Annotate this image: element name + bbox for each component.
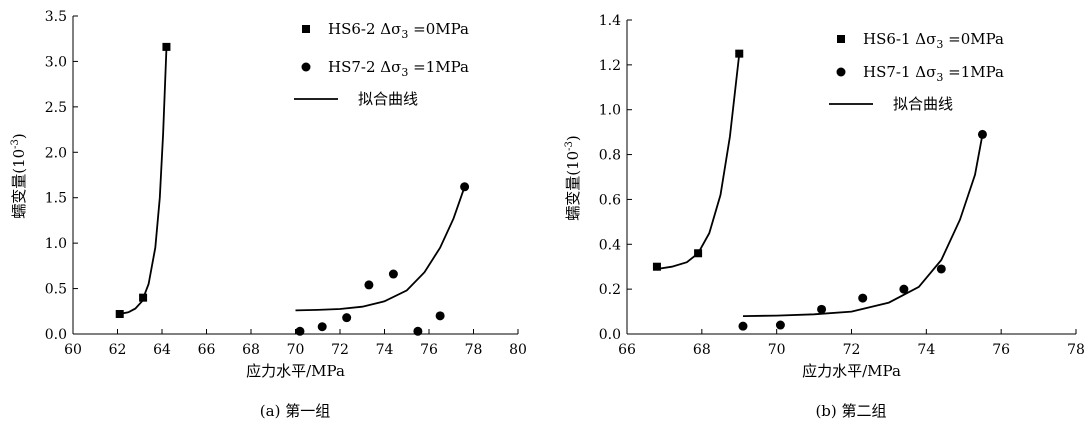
y-tick-label: 1.0 — [45, 236, 67, 252]
y-tick-label: 0.2 — [599, 282, 621, 298]
y-tick-label: 1.0 — [599, 103, 621, 119]
data-point-hs7-2 — [388, 269, 398, 279]
x-tick-label: 64 — [153, 342, 171, 358]
x-tick-label: 68 — [242, 342, 260, 358]
y-tick-label: 0.8 — [599, 148, 621, 164]
legend-value: =0MPa — [943, 30, 1004, 48]
x-tick-label: 68 — [693, 342, 711, 358]
y-axis-label: 蠕变量(10-3) — [10, 133, 28, 219]
legend-name: HS6-2 Δσ — [328, 20, 401, 38]
data-point-hs6-1 — [735, 49, 744, 58]
y-tick-label: 2.5 — [45, 100, 67, 116]
y-axis-label-main: 蠕变量(10 — [10, 149, 28, 219]
x-tick-label: 72 — [331, 342, 349, 358]
legend-subscript: 3 — [401, 28, 408, 41]
data-point-hs7-2 — [295, 326, 305, 336]
legend-name: HS7-2 Δσ — [328, 58, 401, 76]
y-tick-label: 2.0 — [45, 145, 67, 161]
x-tick-label: 74 — [917, 342, 935, 358]
x-tick-label: 78 — [1067, 342, 1085, 358]
legend-subscript: 3 — [936, 71, 943, 84]
legend-subscript: 3 — [936, 38, 943, 51]
y-tick-label: 0.0 — [45, 327, 67, 343]
y-tick-label: 0.4 — [599, 237, 621, 253]
data-point-hs6-2 — [139, 293, 148, 302]
data-point-hs7-2 — [413, 326, 423, 336]
chart-b: 66 68 70 72 74 76 78 0.0 0.2 0.4 0.6 0.8 1.0 1.2 1.4 应力… — [564, 13, 1085, 420]
y-axis-label-main: 蠕变量(10 — [564, 151, 582, 221]
data-point-hs6-2 — [115, 310, 124, 319]
data-point-hs7-1 — [977, 129, 987, 139]
legend-marker-circle — [301, 62, 311, 72]
fit-curve-hs6-1 — [656, 53, 741, 270]
legend-label-hs6-2: HS6-2 Δσ3 =0MPa — [328, 20, 469, 41]
x-axis-label: 应力水平/MPa — [802, 362, 901, 380]
data-point-hs7-1 — [817, 304, 827, 314]
y-tick-label: 3.5 — [45, 9, 67, 25]
data-point-hs7-2 — [435, 311, 445, 321]
x-tick-label: 74 — [376, 342, 394, 358]
fit-curve-hs7-1 — [742, 134, 984, 317]
legend-label-hs6-1: HS6-1 Δσ3 =0MPa — [863, 30, 1004, 51]
x-tick-label: 66 — [198, 342, 216, 358]
data-point-hs7-1 — [738, 321, 748, 331]
legend-value: =1MPa — [408, 58, 469, 76]
chart-a: 60 62 64 66 68 70 72 74 76 78 80 0.0 0.5 1.0 1.5 2.0 2.5… — [10, 9, 527, 420]
chart-caption: (a) 第一组 — [260, 402, 330, 420]
x-tick-label: 80 — [509, 342, 527, 358]
x-tick-label: 76 — [420, 342, 438, 358]
y-tick-label: 0.5 — [45, 282, 67, 298]
data-point-hs6-2 — [162, 42, 171, 51]
x-tick-label: 78 — [465, 342, 483, 358]
x-tick-label: 62 — [109, 342, 127, 358]
data-point-hs7-1 — [936, 264, 946, 274]
y-axis-label: 蠕变量(10-3) — [564, 135, 582, 221]
legend-fit-label: 拟合曲线 — [893, 95, 953, 113]
y-tick-label: 1.4 — [599, 13, 621, 29]
legend-name: HS7-1 Δσ — [863, 63, 936, 81]
data-point-hs7-2 — [460, 182, 470, 192]
y-axis-label-close: ) — [564, 135, 582, 141]
y-axis-label-close: ) — [10, 133, 28, 139]
legend-subscript: 3 — [401, 66, 408, 79]
chart-caption: (b) 第二组 — [815, 402, 886, 420]
legend-marker-circle — [836, 67, 846, 77]
x-tick-label: 66 — [618, 342, 636, 358]
data-point-hs7-2 — [342, 313, 352, 323]
data-point-hs6-1 — [694, 249, 703, 258]
y-tick-label: 1.2 — [599, 58, 621, 74]
data-point-hs7-1 — [775, 320, 785, 330]
y-tick-label: 0.6 — [599, 192, 621, 208]
x-tick-label: 60 — [64, 342, 82, 358]
legend-fit-label: 拟合曲线 — [358, 90, 418, 108]
y-axis-label-sup: -3 — [10, 139, 21, 149]
y-tick-label: 3.0 — [45, 54, 67, 70]
legend-label-hs7-2: HS7-2 Δσ3 =1MPa — [328, 58, 469, 79]
fit-curve-hs7-2 — [295, 186, 466, 312]
x-tick-label: 70 — [768, 342, 786, 358]
y-axis-label-sup: -3 — [564, 141, 575, 151]
legend-name: HS6-1 Δσ — [863, 30, 936, 48]
legend-value: =0MPa — [408, 20, 469, 38]
data-point-hs7-1 — [858, 293, 868, 303]
y-tick-label: 0.0 — [599, 327, 621, 343]
legend-marker-square — [837, 35, 845, 43]
data-point-hs7-1 — [899, 284, 909, 294]
fit-curve-hs6-2 — [119, 46, 168, 315]
data-point-hs7-2 — [364, 280, 374, 290]
y-tick-label: 1.5 — [45, 191, 67, 207]
legend-marker-square — [302, 25, 310, 33]
x-tick-label: 70 — [287, 342, 305, 358]
data-point-hs7-2 — [317, 322, 327, 332]
legend-label-hs7-1: HS7-1 Δσ3 =1MPa — [863, 63, 1004, 84]
legend-value: =1MPa — [943, 63, 1004, 81]
data-point-hs6-1 — [652, 262, 661, 271]
x-axis-label: 应力水平/MPa — [246, 362, 345, 380]
x-tick-label: 72 — [843, 342, 861, 358]
x-tick-label: 76 — [992, 342, 1010, 358]
